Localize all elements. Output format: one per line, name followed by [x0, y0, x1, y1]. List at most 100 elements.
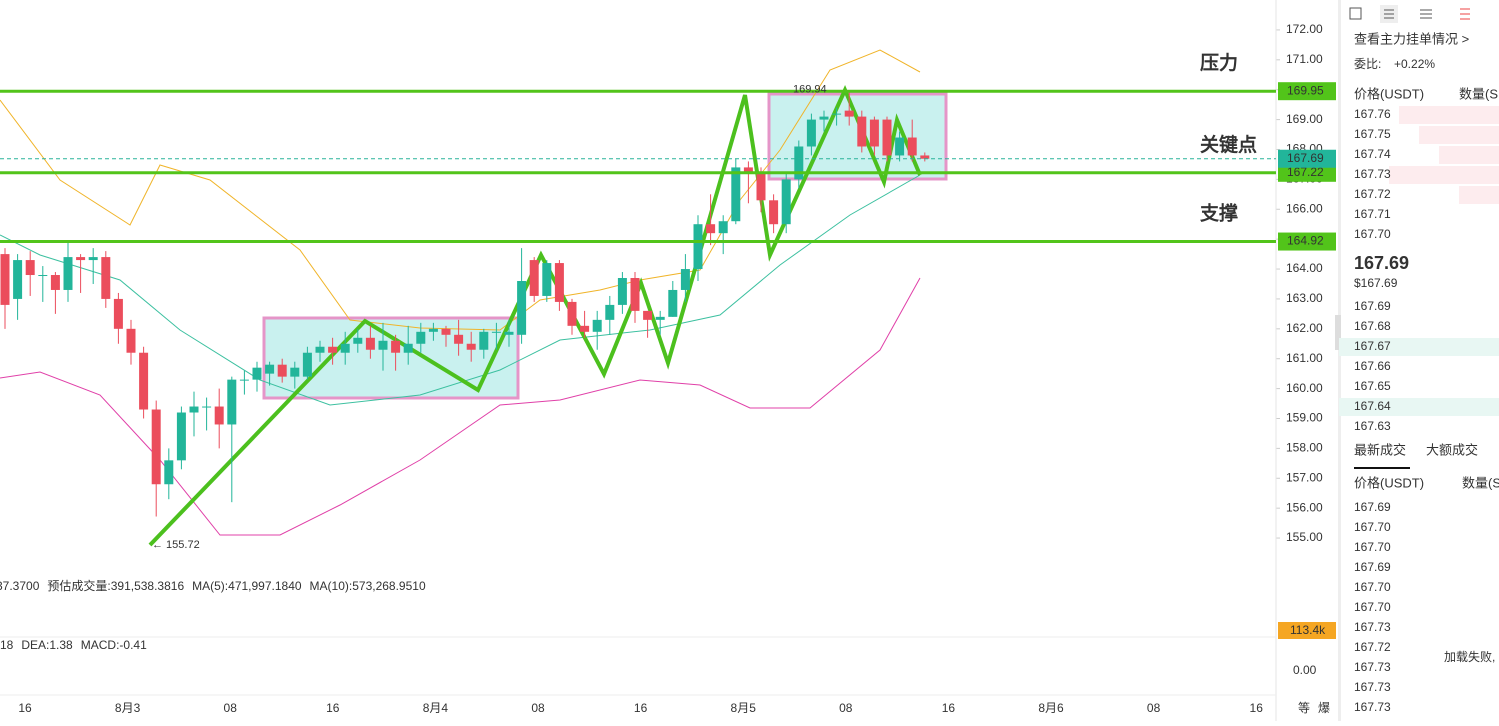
x-tick-label: 16: [18, 701, 32, 715]
volume-indicator: 预估成交量:391,538.3816: [47, 578, 184, 593]
candle-body: [706, 224, 716, 234]
tool-icon[interactable]: [1420, 9, 1432, 19]
tab[interactable]: 最新成交: [1354, 442, 1406, 457]
tool-icon[interactable]: [1349, 7, 1362, 20]
y-tick-label: 162.00: [1286, 321, 1323, 335]
mid-usd: $167.69: [1354, 276, 1398, 290]
bid-price: 167.64: [1354, 399, 1391, 413]
candle-body: [882, 119, 892, 156]
bid-price: 167.68: [1354, 319, 1391, 333]
y-tick-label: 161.00: [1286, 351, 1323, 365]
candle-body: [806, 119, 816, 147]
candle-body: [580, 325, 590, 332]
tool-icon[interactable]: [1460, 8, 1470, 20]
candle-body: [643, 310, 653, 320]
candle-body: [504, 331, 514, 335]
ask-price: 167.76: [1354, 107, 1391, 121]
collapse-handle[interactable]: [1335, 315, 1341, 350]
candle-body: [857, 116, 867, 147]
depth-bar: [1439, 146, 1499, 164]
y-tick-label: 171.00: [1286, 52, 1323, 66]
col-head: 数量(S: [1462, 475, 1499, 490]
candle-body: [466, 343, 476, 350]
x-tick-label: 8月3: [115, 701, 141, 715]
candle-body: [315, 346, 325, 353]
trade-price: 167.70: [1354, 520, 1391, 534]
candle-body: [542, 263, 552, 296]
candle-body: [869, 119, 879, 147]
col-head: 数量(S: [1459, 86, 1498, 101]
candle-body: [630, 278, 640, 311]
y-tick-label: 163.00: [1286, 291, 1323, 305]
candle-body: [403, 343, 413, 353]
volume-indicator: 37.3700: [0, 579, 40, 593]
candle-body: [227, 379, 237, 425]
last-price-tag: [1278, 149, 1336, 168]
level-tag: [1278, 163, 1336, 182]
volume-axis: 113.4k: [1290, 623, 1326, 637]
depth-bar: [1339, 398, 1499, 416]
candle-body: [769, 200, 779, 225]
candle-body: [189, 406, 199, 413]
level-value: 164.92: [1287, 234, 1324, 248]
volume-indicator: MA(5):471,997.1840: [192, 579, 302, 593]
x-tick-label: 08: [1147, 701, 1161, 715]
ask-price: 167.75: [1354, 127, 1391, 141]
low-note: ← 155.72: [152, 539, 200, 551]
trade-price: 167.69: [1354, 500, 1391, 514]
candle-body: [844, 110, 854, 117]
candle-body: [176, 412, 186, 461]
col-head: 价格(USDT): [1354, 475, 1424, 490]
macd-indicator: 18: [0, 638, 14, 652]
candle-body: [517, 280, 527, 335]
candle-body: [895, 137, 905, 156]
y-tick-label: 155.00: [1286, 530, 1323, 544]
candle-body: [164, 460, 174, 485]
candle-body: [88, 257, 98, 261]
main-orders-link[interactable]: 查看主力挂单情况 >: [1354, 31, 1469, 46]
level-tag: [1278, 232, 1336, 251]
ask-price: 167.70: [1354, 227, 1391, 241]
depth-bar: [1389, 166, 1499, 184]
trade-price: 167.70: [1354, 600, 1391, 614]
tool-icon[interactable]: [1384, 9, 1394, 19]
corner-button[interactable]: 等: [1298, 701, 1310, 715]
candle-body: [340, 343, 350, 353]
tab[interactable]: 大额成交: [1426, 442, 1478, 457]
candle-body: [113, 298, 123, 329]
corner-button[interactable]: 爆: [1318, 701, 1330, 715]
candle-body: [126, 328, 136, 353]
level-name: 压力: [1200, 51, 1238, 74]
candle-body: [756, 173, 766, 201]
candle-body: [0, 254, 10, 305]
candle-body: [743, 167, 753, 174]
y-tick-label: 158.00: [1286, 441, 1323, 455]
candle-body: [365, 337, 375, 350]
volume-tag: [1278, 622, 1336, 639]
x-tick-label: 8月5: [731, 701, 757, 715]
level-value: 169.95: [1287, 83, 1324, 97]
trade-price: 167.70: [1354, 580, 1391, 594]
candle-body: [592, 319, 602, 332]
macd-indicator: MACD:-0.41: [81, 638, 147, 652]
depth-bar: [1339, 338, 1499, 356]
trade-price: 167.73: [1354, 620, 1391, 634]
ratio-value: +0.22%: [1394, 57, 1435, 71]
candle-body: [479, 331, 489, 350]
depth-bar: [1459, 186, 1499, 204]
candle-body: [328, 346, 338, 353]
candle-body: [277, 364, 287, 377]
last-price-value: 167.69: [1287, 151, 1324, 165]
mid-price: 167.69: [1354, 253, 1409, 273]
x-tick-label: 8月4: [423, 701, 449, 715]
candle-body: [25, 260, 35, 276]
load-error: 加载失败,: [1444, 649, 1495, 664]
y-tick-label: 164.00: [1286, 261, 1323, 275]
volume-indicator: MA(10):573,268.9510: [310, 579, 426, 593]
candle-body: [63, 257, 73, 290]
y-tick-label: 166.00: [1286, 201, 1323, 215]
candle-body: [139, 352, 149, 410]
candle-body: [13, 260, 23, 299]
y-tick-label: 160.00: [1286, 381, 1323, 395]
